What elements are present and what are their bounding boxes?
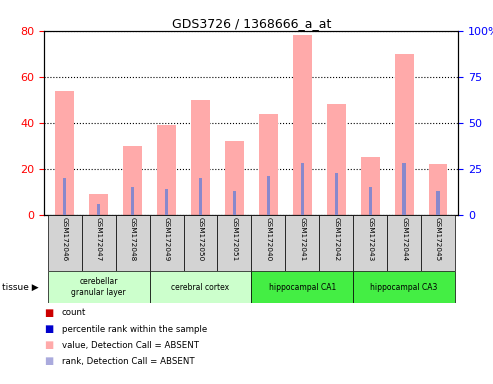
Text: ■: ■ xyxy=(44,324,54,334)
Bar xyxy=(165,189,168,215)
Text: GSM172043: GSM172043 xyxy=(367,217,373,261)
Bar xyxy=(319,215,353,271)
Bar xyxy=(63,178,67,215)
Text: rank, Detection Call = ABSENT: rank, Detection Call = ABSENT xyxy=(62,357,194,366)
Bar xyxy=(97,204,101,215)
Bar xyxy=(89,194,108,215)
Bar xyxy=(361,157,380,215)
Bar xyxy=(191,100,210,215)
Text: tissue ▶: tissue ▶ xyxy=(2,283,39,291)
Text: GSM172042: GSM172042 xyxy=(333,217,339,261)
Bar xyxy=(421,215,455,271)
Bar xyxy=(217,215,251,271)
Bar xyxy=(369,187,372,215)
Text: ■: ■ xyxy=(44,308,54,318)
Bar xyxy=(48,215,82,271)
Bar xyxy=(259,114,278,215)
Text: GSM172050: GSM172050 xyxy=(198,217,204,261)
Text: GSM172046: GSM172046 xyxy=(62,217,68,261)
Bar xyxy=(395,54,414,215)
Bar xyxy=(402,164,406,215)
Bar xyxy=(429,164,448,215)
Bar xyxy=(199,178,202,215)
Text: GSM172040: GSM172040 xyxy=(265,217,272,261)
Bar xyxy=(293,35,312,215)
Bar xyxy=(116,215,149,271)
Bar xyxy=(335,173,338,215)
Bar xyxy=(225,141,244,215)
Bar xyxy=(123,146,142,215)
Bar xyxy=(183,215,217,271)
Text: hippocampal CA3: hippocampal CA3 xyxy=(371,283,438,291)
Bar xyxy=(55,91,74,215)
Bar xyxy=(251,271,353,303)
Bar xyxy=(48,271,149,303)
Text: cerebral cortex: cerebral cortex xyxy=(172,283,230,291)
Bar xyxy=(149,271,251,303)
Bar xyxy=(82,215,116,271)
Text: GSM172049: GSM172049 xyxy=(164,217,170,261)
Text: GSM172041: GSM172041 xyxy=(299,217,305,261)
Text: GSM172051: GSM172051 xyxy=(231,217,238,261)
Bar xyxy=(387,215,421,271)
Title: GDS3726 / 1368666_a_at: GDS3726 / 1368666_a_at xyxy=(172,17,331,30)
Bar xyxy=(149,215,183,271)
Bar xyxy=(327,104,346,215)
Bar xyxy=(353,215,387,271)
Bar xyxy=(233,191,236,215)
Bar xyxy=(267,176,270,215)
Bar xyxy=(131,187,134,215)
Bar xyxy=(301,164,304,215)
Text: value, Detection Call = ABSENT: value, Detection Call = ABSENT xyxy=(62,341,199,350)
Text: count: count xyxy=(62,308,86,318)
Text: GSM172045: GSM172045 xyxy=(435,217,441,261)
Bar xyxy=(436,191,440,215)
Text: ■: ■ xyxy=(44,340,54,350)
Text: hippocampal CA1: hippocampal CA1 xyxy=(269,283,336,291)
Bar xyxy=(251,215,285,271)
Text: percentile rank within the sample: percentile rank within the sample xyxy=(62,324,207,334)
Text: GSM172044: GSM172044 xyxy=(401,217,407,261)
Text: GSM172047: GSM172047 xyxy=(96,217,102,261)
Bar xyxy=(157,125,176,215)
Text: GSM172048: GSM172048 xyxy=(130,217,136,261)
Bar xyxy=(353,271,455,303)
Bar xyxy=(285,215,319,271)
Text: cerebellar
granular layer: cerebellar granular layer xyxy=(71,277,126,297)
Text: ■: ■ xyxy=(44,356,54,366)
